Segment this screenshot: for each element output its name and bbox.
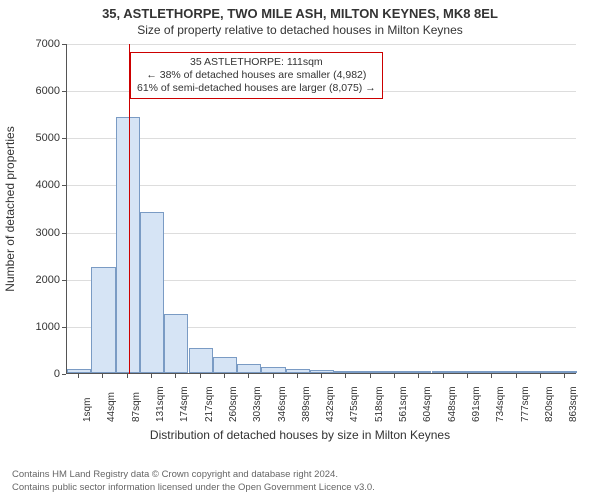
annotation-line1: 35 ASTLETHORPE: 111sqm xyxy=(137,56,376,69)
ytick-label: 3000 xyxy=(20,227,60,239)
histogram-bar xyxy=(310,370,334,373)
ytick-label: 2000 xyxy=(20,274,60,286)
histogram-bar xyxy=(456,371,480,373)
xtick-mark xyxy=(200,374,201,378)
x-axis-label: Distribution of detached houses by size … xyxy=(0,428,600,442)
gridline xyxy=(67,138,576,139)
xtick-mark xyxy=(516,374,517,378)
xtick-mark xyxy=(175,374,176,378)
xtick-label: 260sqm xyxy=(228,386,239,422)
ytick-label: 6000 xyxy=(20,85,60,97)
xtick-mark xyxy=(78,374,79,378)
ytick-mark xyxy=(62,374,66,375)
histogram-bar xyxy=(504,371,528,373)
gridline xyxy=(67,185,576,186)
ytick-label: 1000 xyxy=(20,321,60,333)
chart-subtitle: Size of property relative to detached ho… xyxy=(0,23,600,37)
chart-footer: Contains HM Land Registry data © Crown c… xyxy=(12,469,375,494)
xtick-label: 44sqm xyxy=(106,392,117,422)
histogram-bar xyxy=(67,369,91,373)
xtick-mark xyxy=(127,374,128,378)
xtick-mark xyxy=(443,374,444,378)
xtick-label: 217sqm xyxy=(204,386,215,422)
xtick-label: 174sqm xyxy=(179,386,190,422)
ytick-label: 7000 xyxy=(20,38,60,50)
xtick-label: 561sqm xyxy=(398,386,409,422)
xtick-label: 734sqm xyxy=(495,386,506,422)
xtick-mark xyxy=(224,374,225,378)
xtick-mark xyxy=(564,374,565,378)
xtick-label: 1sqm xyxy=(82,398,93,422)
xtick-mark xyxy=(273,374,274,378)
histogram-bar xyxy=(480,371,504,373)
y-axis-label: Number of detached properties xyxy=(3,126,17,291)
xtick-label: 863sqm xyxy=(568,386,579,422)
histogram-bar xyxy=(189,348,213,373)
histogram-bar xyxy=(529,371,553,373)
xtick-label: 691sqm xyxy=(471,386,482,422)
xtick-mark xyxy=(297,374,298,378)
xtick-label: 518sqm xyxy=(374,386,385,422)
histogram-bar xyxy=(140,212,164,373)
xtick-label: 604sqm xyxy=(422,386,433,422)
xtick-mark xyxy=(151,374,152,378)
ytick-label: 4000 xyxy=(20,179,60,191)
histogram-bar xyxy=(407,371,431,373)
histogram-bar xyxy=(91,267,115,373)
histogram-bar xyxy=(383,371,407,373)
histogram-bar xyxy=(432,371,456,373)
xtick-mark xyxy=(491,374,492,378)
histogram-bar xyxy=(286,369,310,373)
xtick-label: 820sqm xyxy=(544,386,555,422)
xtick-label: 648sqm xyxy=(447,386,458,422)
footer-line2: Contains public sector information licen… xyxy=(12,482,375,494)
histogram-bar xyxy=(116,117,140,373)
ytick-label: 0 xyxy=(20,368,60,380)
xtick-mark xyxy=(370,374,371,378)
ytick-label: 5000 xyxy=(20,132,60,144)
xtick-label: 777sqm xyxy=(520,386,531,422)
annotation-line2: ← 38% of detached houses are smaller (4,… xyxy=(137,69,376,82)
xtick-label: 432sqm xyxy=(325,386,336,422)
xtick-label: 389sqm xyxy=(301,386,312,422)
xtick-mark xyxy=(321,374,322,378)
xtick-mark xyxy=(418,374,419,378)
xtick-mark xyxy=(345,374,346,378)
histogram-bar xyxy=(261,367,285,373)
xtick-mark xyxy=(102,374,103,378)
xtick-label: 87sqm xyxy=(131,392,142,422)
xtick-label: 131sqm xyxy=(155,386,166,422)
histogram-bar xyxy=(213,357,237,374)
histogram-bar xyxy=(359,371,383,373)
histogram-bar xyxy=(553,371,577,373)
histogram-bar xyxy=(334,371,358,373)
xtick-mark xyxy=(394,374,395,378)
xtick-mark xyxy=(248,374,249,378)
property-size-chart: 35, ASTLETHORPE, TWO MILE ASH, MILTON KE… xyxy=(0,0,600,500)
histogram-bar xyxy=(164,314,188,373)
xtick-mark xyxy=(467,374,468,378)
annotation-box: 35 ASTLETHORPE: 111sqm ← 38% of detached… xyxy=(130,52,383,99)
xtick-mark xyxy=(540,374,541,378)
histogram-bar xyxy=(237,364,261,373)
annotation-line3: 61% of semi-detached houses are larger (… xyxy=(137,82,376,95)
xtick-label: 475sqm xyxy=(349,386,360,422)
chart-title-address: 35, ASTLETHORPE, TWO MILE ASH, MILTON KE… xyxy=(0,6,600,21)
xtick-label: 303sqm xyxy=(252,386,263,422)
xtick-label: 346sqm xyxy=(277,386,288,422)
footer-line1: Contains HM Land Registry data © Crown c… xyxy=(12,469,375,481)
gridline xyxy=(67,44,576,45)
